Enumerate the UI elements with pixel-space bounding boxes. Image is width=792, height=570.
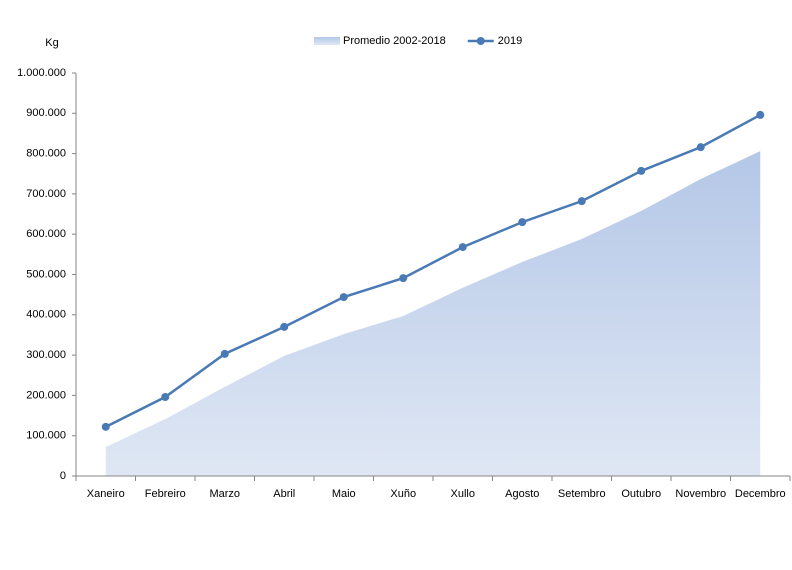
x-tick-label: Xuño — [390, 488, 416, 500]
line — [105, 113, 761, 428]
x-tick-label: Maio — [332, 488, 356, 500]
y-tick-label: 900.000 — [26, 107, 66, 119]
point — [399, 274, 408, 283]
legend-swatch — [314, 37, 340, 45]
point — [518, 218, 527, 227]
point — [637, 166, 646, 175]
x-tick-label: Decembro — [735, 488, 786, 500]
x-tick-label: Xullo — [451, 488, 475, 500]
legend-label: 2019 — [498, 35, 522, 47]
area — [105, 151, 761, 476]
y-tick-label: 400.000 — [26, 309, 66, 321]
x-tick-label: Febreiro — [145, 488, 186, 500]
x-tick-label: Agosto — [505, 488, 539, 500]
point — [458, 243, 467, 252]
y-tick-label: 300.000 — [26, 349, 66, 361]
y-tick-label: 1.000.000 — [17, 67, 66, 79]
y-axis-label: Kg — [45, 37, 58, 49]
x-tick-label: Marzo — [209, 488, 240, 500]
y-tick-label: 700.000 — [26, 188, 66, 200]
y-tick-label: 800.000 — [26, 148, 66, 160]
legend-marker — [476, 37, 485, 45]
legend-label: Promedio 2002-2018 — [343, 35, 446, 47]
y-tick-label: 100.000 — [26, 430, 66, 442]
y-tick-label: 0 — [60, 470, 66, 482]
x-tick-label: Outubro — [621, 488, 661, 500]
point — [101, 422, 110, 431]
x-tick-label: Xaneiro — [87, 488, 125, 500]
y-tick-label: 200.000 — [26, 389, 66, 401]
point — [161, 393, 170, 402]
point — [577, 197, 586, 206]
point — [756, 110, 765, 119]
point — [696, 143, 705, 152]
y-tick-label: 600.000 — [26, 228, 66, 240]
y-tick-label: 500.000 — [26, 268, 66, 280]
point — [339, 293, 348, 302]
point — [220, 349, 229, 358]
point — [280, 322, 289, 331]
x-tick-label: Abril — [273, 488, 295, 500]
x-tick-label: Novembro — [675, 488, 726, 500]
x-tick-label: Setembro — [558, 488, 606, 500]
